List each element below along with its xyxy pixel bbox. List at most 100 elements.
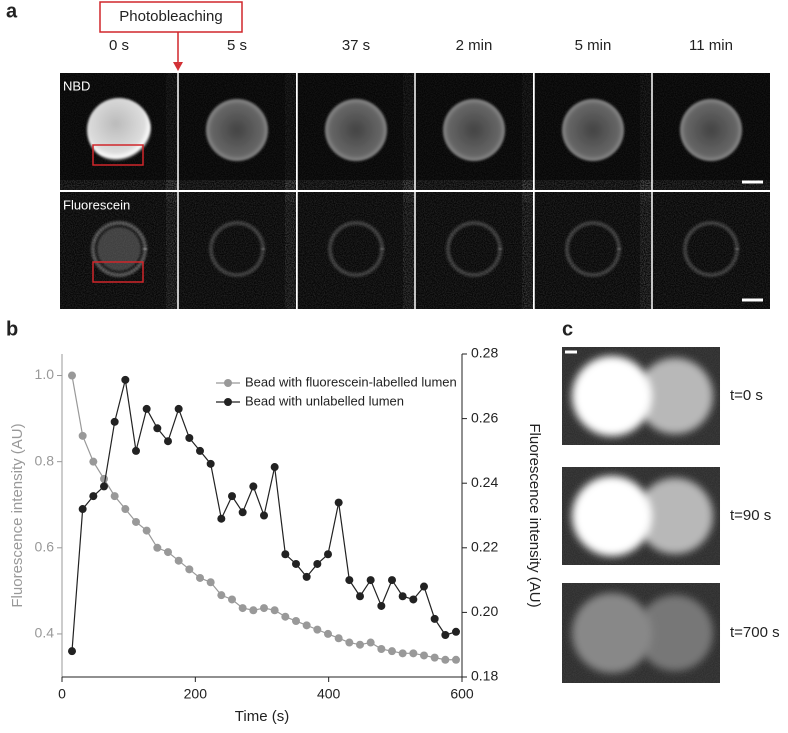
series-point <box>409 649 418 658</box>
legend-marker <box>224 398 232 406</box>
series-point <box>356 640 364 649</box>
time-label: 2 min <box>456 37 493 54</box>
series-point <box>292 559 300 568</box>
bead <box>637 595 713 671</box>
series-point <box>228 492 236 501</box>
vesicle-fill <box>97 227 141 271</box>
time-label: t=700 s <box>730 624 780 641</box>
series-point <box>249 606 258 615</box>
series-point <box>366 576 375 585</box>
series-point <box>217 514 226 523</box>
bead <box>572 356 652 436</box>
y2-tick-label: 0.24 <box>471 474 498 490</box>
vesicle <box>91 221 147 277</box>
series-point <box>100 482 108 491</box>
vesicle <box>561 98 625 162</box>
series-point <box>334 498 343 507</box>
time-label: 11 min <box>689 37 733 54</box>
vesicle <box>442 98 506 162</box>
series-point <box>132 517 140 526</box>
series-point <box>377 601 386 610</box>
row-label: NBD <box>63 78 90 93</box>
series-point <box>270 606 279 615</box>
series-point <box>164 437 172 446</box>
y-tick-label: 1.0 <box>35 366 55 382</box>
series-point <box>398 592 407 601</box>
bead <box>572 593 652 673</box>
series-point <box>398 649 407 658</box>
noise <box>297 192 415 309</box>
noise <box>415 192 533 309</box>
annotation-box <box>99 1 243 33</box>
roi <box>92 261 144 283</box>
series-point <box>388 576 396 585</box>
series-point <box>281 550 290 559</box>
series-point <box>409 595 418 604</box>
time-label: 5 s <box>227 37 247 54</box>
series-point <box>377 645 386 654</box>
bead <box>572 476 652 556</box>
vesicle <box>328 221 384 277</box>
series-point <box>89 457 98 466</box>
y2-axis-label: Fluorescence intensity (AU) <box>526 423 543 607</box>
y-tick-label: 0.4 <box>35 625 55 641</box>
series-point <box>334 634 343 643</box>
y2-tick-label: 0.20 <box>471 603 498 619</box>
series-point <box>100 474 108 483</box>
series-point <box>153 543 162 552</box>
legend-label: Bead with fluorescein-labelled lumen <box>245 374 457 389</box>
series-point <box>260 511 268 520</box>
series-point <box>132 446 140 455</box>
vesicle <box>209 221 265 277</box>
series-point <box>441 655 450 664</box>
series-point <box>430 614 439 623</box>
series-point <box>121 505 130 514</box>
series-point <box>356 592 364 601</box>
annotation: Photobleaching <box>119 8 222 25</box>
panel-label: b <box>6 318 18 340</box>
vesicle <box>87 98 151 162</box>
bead <box>637 478 713 554</box>
series-point <box>345 638 354 647</box>
time-label: t=0 s <box>730 387 763 404</box>
series-point <box>281 612 290 621</box>
series-point <box>110 492 119 501</box>
x-tick-label: 400 <box>317 686 341 702</box>
series-point <box>185 565 194 574</box>
series-point <box>206 459 215 468</box>
arrow-head <box>173 62 183 71</box>
series-point <box>153 424 162 433</box>
series-point <box>313 559 322 568</box>
time-label: 37 s <box>342 37 370 54</box>
series-point <box>324 550 332 559</box>
series-point <box>206 578 215 587</box>
series-point <box>238 604 247 613</box>
noise <box>652 192 770 309</box>
time-label: 5 min <box>575 37 612 54</box>
series-point <box>324 629 332 638</box>
roi <box>92 144 144 166</box>
series-point <box>174 404 183 413</box>
panel-label: c <box>562 318 573 340</box>
series-point <box>452 627 460 636</box>
series-point <box>228 595 236 604</box>
series-point <box>441 631 450 640</box>
y-axis-label: Fluorescence intensity (AU) <box>9 423 26 607</box>
x-axis-label: Time (s) <box>235 708 289 725</box>
legend-label: Bead with unlabelled lumen <box>245 393 404 408</box>
vesicle <box>679 98 743 162</box>
y-tick-label: 0.8 <box>35 452 55 468</box>
vesicle <box>205 98 269 162</box>
series-point <box>196 573 204 582</box>
y2-tick-label: 0.28 <box>471 345 498 361</box>
panel-label: a <box>6 0 18 22</box>
series-point <box>302 572 311 581</box>
series-point <box>302 621 311 630</box>
y2-tick-label: 0.22 <box>471 539 498 555</box>
time-label: 0 s <box>109 37 129 54</box>
x-tick-label: 600 <box>450 686 474 702</box>
time-label: t=90 s <box>730 507 771 524</box>
series-point <box>260 604 268 613</box>
series-point <box>164 548 172 557</box>
